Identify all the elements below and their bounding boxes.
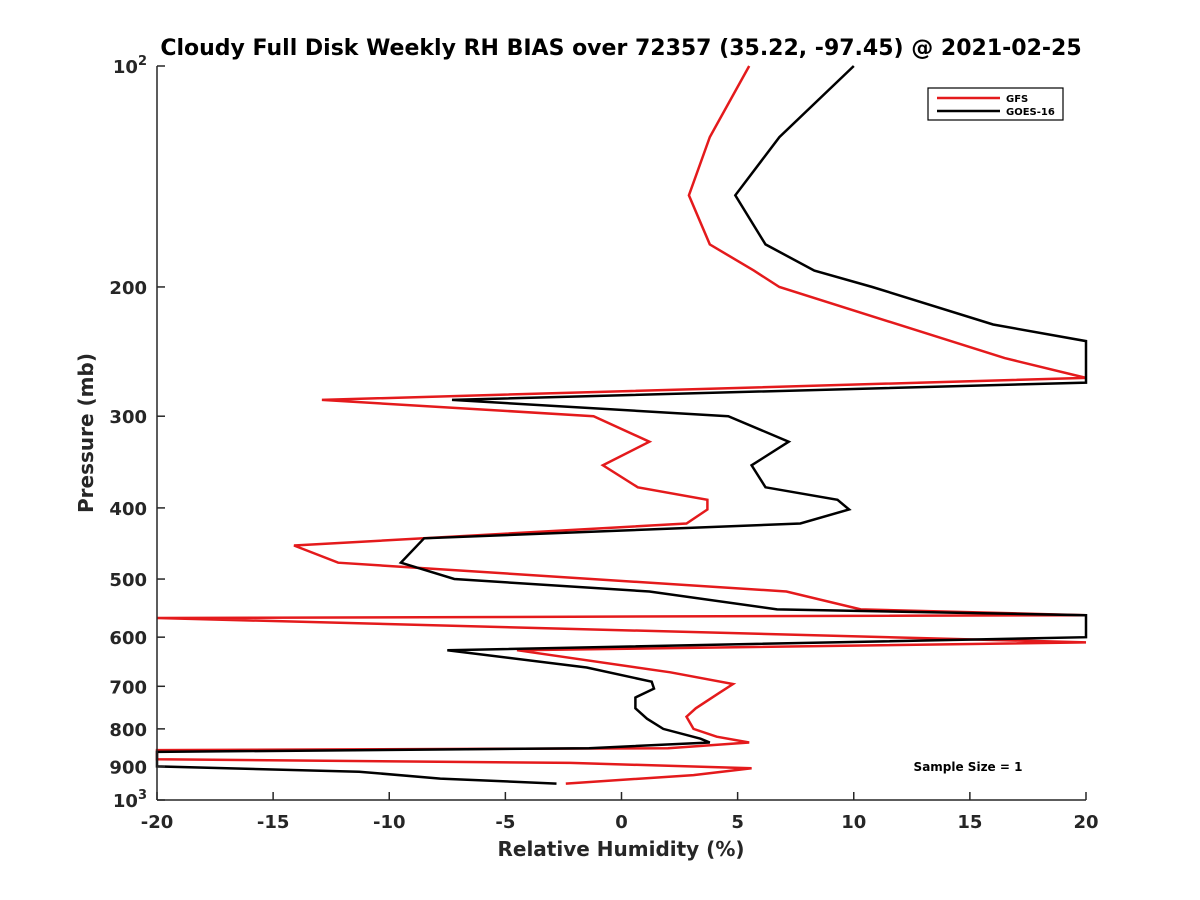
x-tick-label: -5 [495, 812, 515, 833]
x-axis-label: Relative Humidity (%) [497, 837, 744, 861]
x-tick-label: 0 [615, 812, 628, 833]
y-tick-label: 200 [109, 278, 147, 299]
y-tick-label: 300 [109, 407, 147, 428]
x-tick-label: -20 [141, 812, 174, 833]
y-tick-base: 10 [113, 791, 138, 812]
y-tick-exponent: 3 [138, 788, 147, 803]
y-tick-label: 800 [109, 720, 147, 741]
y-tick-label: 900 [109, 757, 147, 778]
chart-title: Cloudy Full Disk Weekly RH BIAS over 723… [160, 36, 1081, 61]
y-tick-label: 500 [109, 570, 147, 591]
legend-label: GFS [1006, 94, 1028, 105]
y-tick-label: 700 [109, 677, 147, 698]
legend: GFS GOES-16 [927, 87, 1064, 121]
y-tick-label: 103 [113, 788, 147, 812]
plot-background [157, 66, 1086, 800]
legend-items: GFS GOES-16 [937, 94, 1055, 118]
series-line-goes-16 [155, 65, 1088, 785]
series-layer [155, 65, 1088, 785]
sample-size-annotation: Sample Size = 1 [914, 760, 1023, 774]
plot-area [155, 65, 1088, 801]
x-tick-label: 10 [841, 812, 866, 833]
legend-label: GOES-16 [1006, 107, 1055, 118]
y-tick-base: 10 [113, 57, 138, 78]
x-tick-label: 15 [957, 812, 982, 833]
series-line-gfs [155, 65, 1087, 785]
y-tick-label: 400 [109, 499, 147, 520]
x-tick-label: -15 [257, 812, 290, 833]
legend-box [927, 87, 1064, 121]
y-tick-label: 102 [113, 54, 147, 78]
x-axis-ticks: -20 -15 -10 -5 0 5 10 15 20 [141, 792, 1099, 833]
y-tick-label: 600 [109, 628, 147, 649]
y-tick-exponent: 2 [138, 54, 147, 69]
x-tick-label: -10 [373, 812, 406, 833]
x-tick-label: 5 [731, 812, 744, 833]
x-tick-label: 20 [1073, 812, 1098, 833]
y-axis-label: Pressure (mb) [74, 353, 98, 513]
